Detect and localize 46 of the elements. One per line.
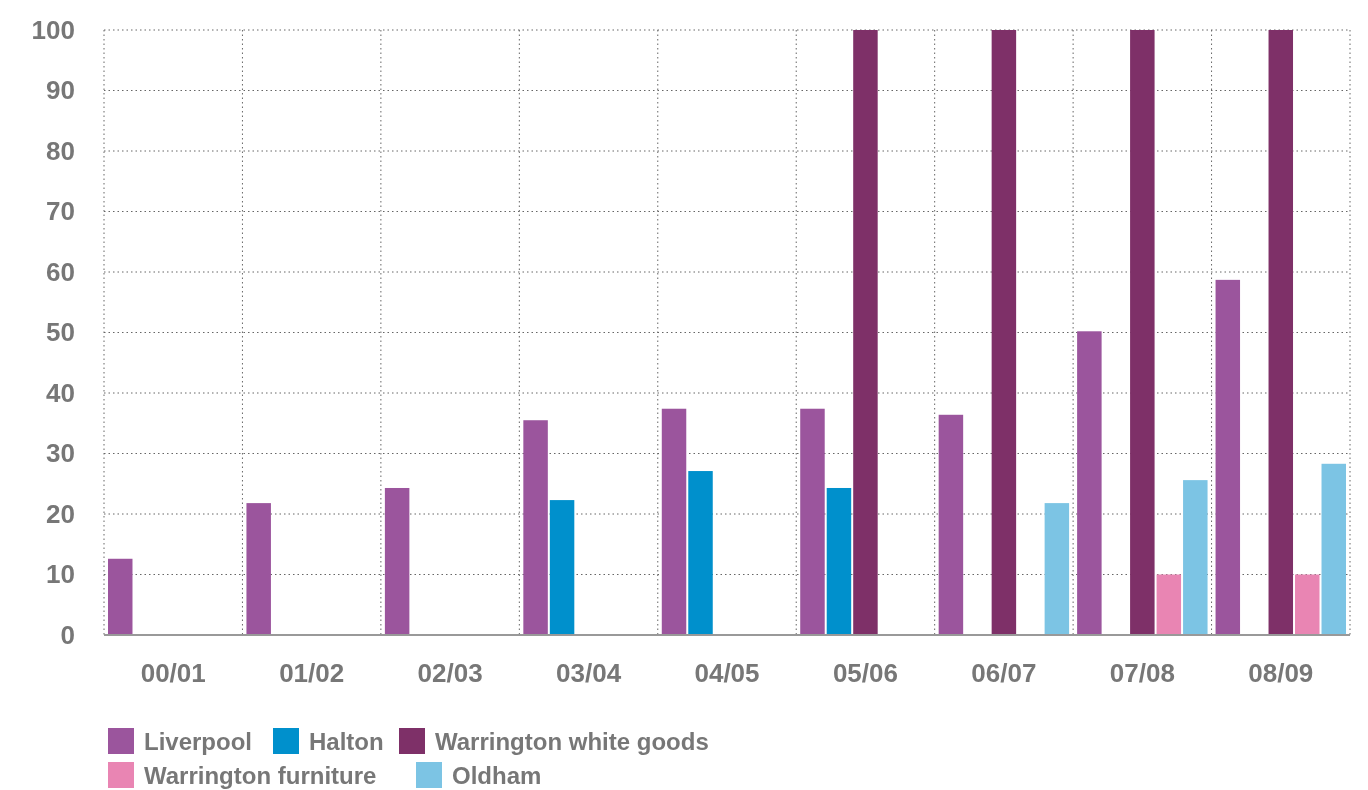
- bar: [991, 30, 1017, 635]
- y-tick-label: 60: [46, 256, 75, 287]
- bar: [1156, 574, 1182, 635]
- x-tick-label: 03/04: [556, 658, 622, 689]
- bar: [523, 420, 548, 635]
- y-tick-label: 90: [46, 75, 75, 106]
- bar: [826, 487, 852, 635]
- y-tick-label: 30: [46, 438, 75, 469]
- bar: [1268, 30, 1294, 635]
- x-tick-label: 06/07: [971, 658, 1037, 689]
- legend-label: Halton: [309, 728, 384, 755]
- bar: [549, 500, 575, 635]
- bar: [384, 487, 410, 635]
- bar: [1077, 331, 1102, 635]
- bar: [1183, 480, 1208, 635]
- x-tick-label: 02/03: [417, 658, 483, 689]
- y-tick-label: 50: [46, 317, 75, 348]
- legend-label: Warrington furniture: [144, 762, 377, 789]
- bar: [108, 558, 133, 635]
- legend-label: Liverpool: [144, 728, 253, 755]
- y-tick-label: 80: [46, 135, 75, 166]
- x-tick-label: 04/05: [694, 658, 760, 689]
- bar: [938, 414, 964, 635]
- bar: [800, 408, 825, 635]
- y-tick-label: 20: [46, 498, 75, 529]
- bar: [661, 408, 687, 635]
- x-tick-label: 05/06: [832, 658, 898, 689]
- bar: [688, 471, 713, 635]
- bar: [1321, 463, 1346, 635]
- bar: [1295, 574, 1320, 635]
- y-tick-label: 0: [60, 619, 75, 650]
- y-tick-label: 40: [46, 377, 75, 408]
- y-tick-label: 100: [31, 14, 75, 45]
- y-tick-label: 10: [46, 559, 75, 590]
- x-tick-label: 01/02: [279, 658, 345, 689]
- bar: [1044, 503, 1070, 635]
- legend-label: Warrington white goods: [435, 728, 709, 755]
- bar: [246, 503, 271, 635]
- y-tick-label: 70: [46, 196, 75, 227]
- legend-label: Oldham: [452, 762, 542, 789]
- bar: [1130, 30, 1155, 635]
- bar: [853, 30, 878, 635]
- x-tick-label: 07/08: [1109, 658, 1175, 689]
- x-tick-label: 00/01: [140, 658, 206, 689]
- x-tick-label: 08/09: [1248, 658, 1314, 689]
- bar: [1215, 279, 1241, 635]
